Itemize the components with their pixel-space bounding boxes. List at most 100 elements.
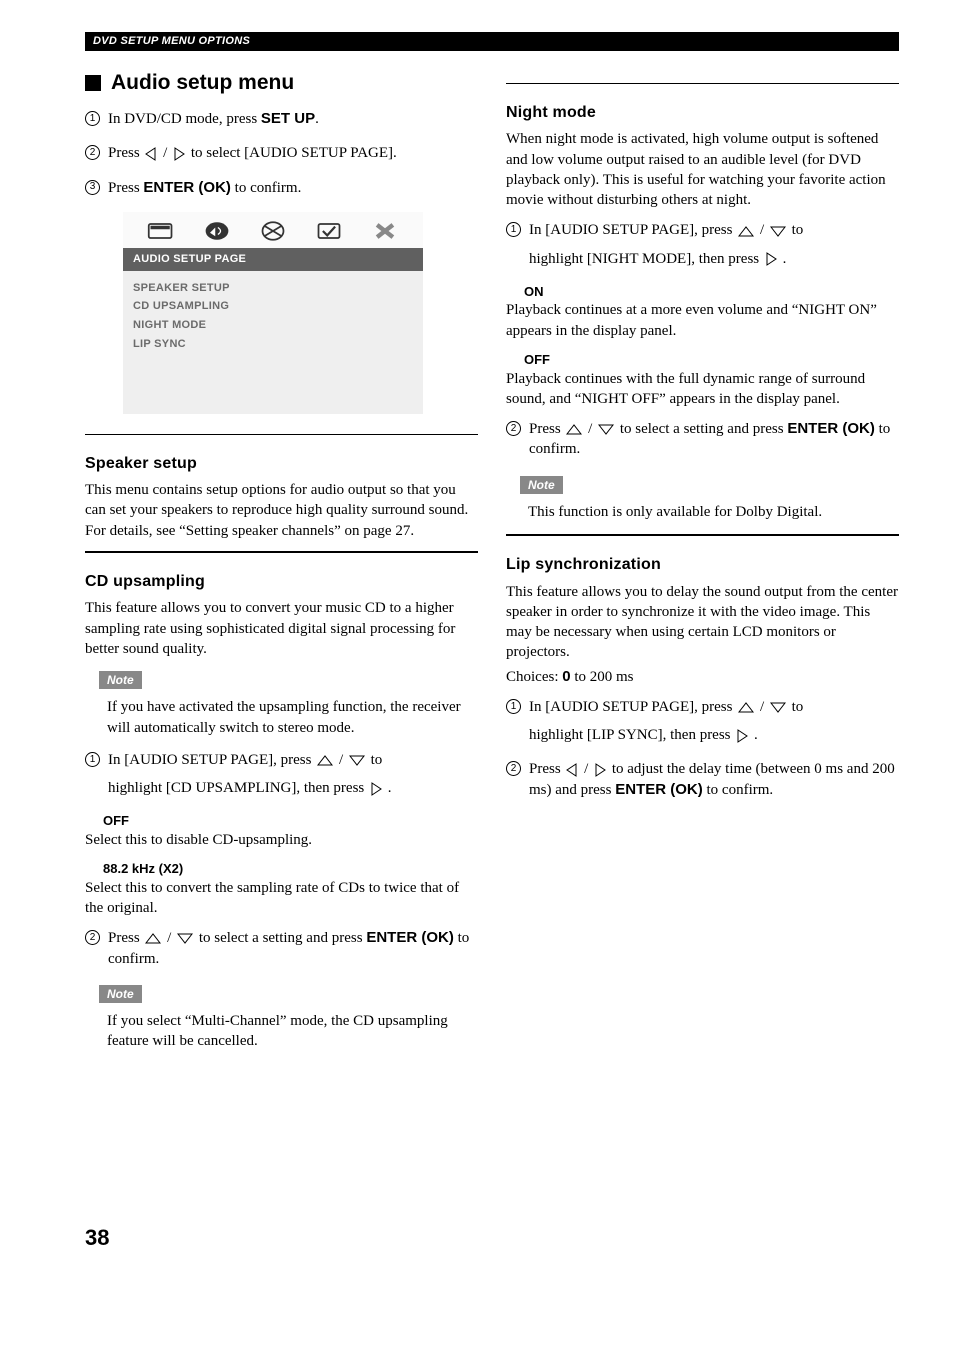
intro-step-1: 1 In DVD/CD mode, press SET UP. <box>85 109 478 129</box>
text: ” appears in the display panel. <box>659 391 840 407</box>
step-number-icon: 2 <box>506 761 521 776</box>
divider <box>506 83 899 84</box>
step-number-icon: 2 <box>85 930 100 945</box>
option-off-label: OFF <box>524 351 899 369</box>
cdup-step-2: 2 Press / to select a setting and press … <box>85 928 478 969</box>
tab-general-icon <box>147 220 175 242</box>
step-text: Press / to select a setting and press EN… <box>529 419 899 460</box>
panel-body: SPEAKER SETUP CD UPSAMPLING NIGHT MODE L… <box>123 271 423 414</box>
down-arrow-icon <box>770 225 786 238</box>
option-on-label: ON <box>524 283 899 301</box>
text: highlight [NIGHT MODE], then press <box>529 251 763 267</box>
down-arrow-icon <box>598 423 614 436</box>
text: to confirm. <box>231 180 301 196</box>
tab-video-icon <box>259 220 287 242</box>
night-mode-body: When night mode is activated, high volum… <box>506 129 899 210</box>
down-arrow-icon <box>770 701 786 714</box>
divider <box>85 434 478 435</box>
step-number-icon: 1 <box>85 111 100 126</box>
text: Playback continues at a more even volume… <box>506 302 798 318</box>
text: . <box>754 727 758 743</box>
step-text: In [AUDIO SETUP PAGE], press / to highli… <box>529 220 899 269</box>
note-tag: Note <box>520 476 563 494</box>
keycap: ENTER (OK) <box>615 781 703 798</box>
step-text: In [AUDIO SETUP PAGE], press / to highli… <box>529 697 899 746</box>
text: to select a setting and press <box>199 930 366 946</box>
option-x2-label: 88.2 kHz (X2) <box>103 860 478 878</box>
text: In DVD/CD mode, press <box>108 111 261 127</box>
step-number-icon: 2 <box>506 421 521 436</box>
night-step-2: 2 Press / to select a setting and press … <box>506 419 899 460</box>
note-text: This function is only available for Dolb… <box>528 502 899 522</box>
step-number-icon: 1 <box>506 222 521 237</box>
step-text: In [AUDIO SETUP PAGE], press / to highli… <box>108 750 478 799</box>
value: 0 <box>562 668 570 685</box>
panel-title: AUDIO SETUP PAGE <box>123 248 423 271</box>
text: to <box>371 752 383 768</box>
lip-step-2: 2 Press / to adjust the delay time (betw… <box>506 759 899 800</box>
text: Choices: <box>506 669 562 685</box>
tab-close-icon <box>371 220 399 242</box>
text: In [AUDIO SETUP PAGE], press <box>529 222 736 238</box>
left-column: Audio setup menu 1 In DVD/CD mode, press… <box>85 61 478 1064</box>
lip-sync-heading: Lip synchronization <box>506 554 899 576</box>
cdup-step-1: 1 In [AUDIO SETUP PAGE], press / to high… <box>85 750 478 799</box>
text: highlight [LIP SYNC], then press <box>529 727 734 743</box>
step-text: In DVD/CD mode, press SET UP. <box>108 109 478 129</box>
right-column: Night mode When night mode is activated,… <box>506 61 899 1064</box>
keycap: ENTER (OK) <box>366 929 454 946</box>
keycap: ENTER (OK) <box>787 420 875 437</box>
right-arrow-icon <box>594 763 606 777</box>
speaker-setup-heading: Speaker setup <box>85 453 478 475</box>
divider <box>85 551 478 553</box>
text-smallcaps: NIGHT OFF <box>581 391 659 407</box>
intro-step-3: 3 Press ENTER (OK) to confirm. <box>85 178 478 198</box>
text: In [AUDIO SETUP PAGE], press <box>529 699 736 715</box>
text: to confirm. <box>703 782 773 798</box>
up-arrow-icon <box>317 754 333 767</box>
night-mode-heading: Night mode <box>506 102 899 124</box>
note-tag: Note <box>99 985 142 1003</box>
step-text: Press / to adjust the delay time (betwee… <box>529 759 899 800</box>
text: highlight [CD UPSAMPLING], then press <box>108 780 368 796</box>
section-title-row: Audio setup menu <box>85 69 478 97</box>
option-on-text: Playback continues at a more even volume… <box>506 300 899 341</box>
text-smallcaps: NIGHT ON <box>798 302 870 318</box>
up-arrow-icon <box>145 932 161 945</box>
panel-icon-row <box>123 212 423 248</box>
panel-item: NIGHT MODE <box>133 316 413 335</box>
text: to <box>792 222 804 238</box>
keycap: SET UP <box>261 110 315 127</box>
up-arrow-icon <box>566 423 582 436</box>
option-off-text: Playback continues with the full dynamic… <box>506 369 899 410</box>
right-arrow-icon <box>736 729 748 743</box>
note-text: If you have activated the upsampling fun… <box>107 697 478 738</box>
intro-step-2: 2 Press / to select [AUDIO SETUP PAGE]. <box>85 143 478 163</box>
cd-upsampling-heading: CD upsampling <box>85 571 478 593</box>
right-arrow-icon <box>765 252 777 266</box>
panel-item: SPEAKER SETUP <box>133 279 413 298</box>
night-step-1: 1 In [AUDIO SETUP PAGE], press / to high… <box>506 220 899 269</box>
text: to 200 ms <box>571 669 634 685</box>
text: Press <box>108 180 143 196</box>
header-label: DVD SETUP MENU OPTIONS <box>93 35 250 47</box>
down-arrow-icon <box>177 932 193 945</box>
right-arrow-icon <box>370 782 382 796</box>
section-title: Audio setup menu <box>111 69 294 97</box>
up-arrow-icon <box>738 701 754 714</box>
step-text: Press ENTER (OK) to confirm. <box>108 178 478 198</box>
keycap: ENTER (OK) <box>143 179 231 196</box>
square-bullet-icon <box>85 75 101 91</box>
lip-sync-choices: Choices: 0 to 200 ms <box>506 667 899 687</box>
text: to <box>792 699 804 715</box>
cd-upsampling-body: This feature allows you to convert your … <box>85 598 478 659</box>
text: Press <box>108 145 143 161</box>
text: to select a setting and press <box>620 421 787 437</box>
left-arrow-icon <box>566 763 578 777</box>
text: In [AUDIO SETUP PAGE], press <box>108 752 315 768</box>
note-tag: Note <box>99 671 142 689</box>
up-arrow-icon <box>738 225 754 238</box>
option-off-label: OFF <box>103 812 478 830</box>
text: . <box>783 251 787 267</box>
right-arrow-icon <box>173 147 185 161</box>
